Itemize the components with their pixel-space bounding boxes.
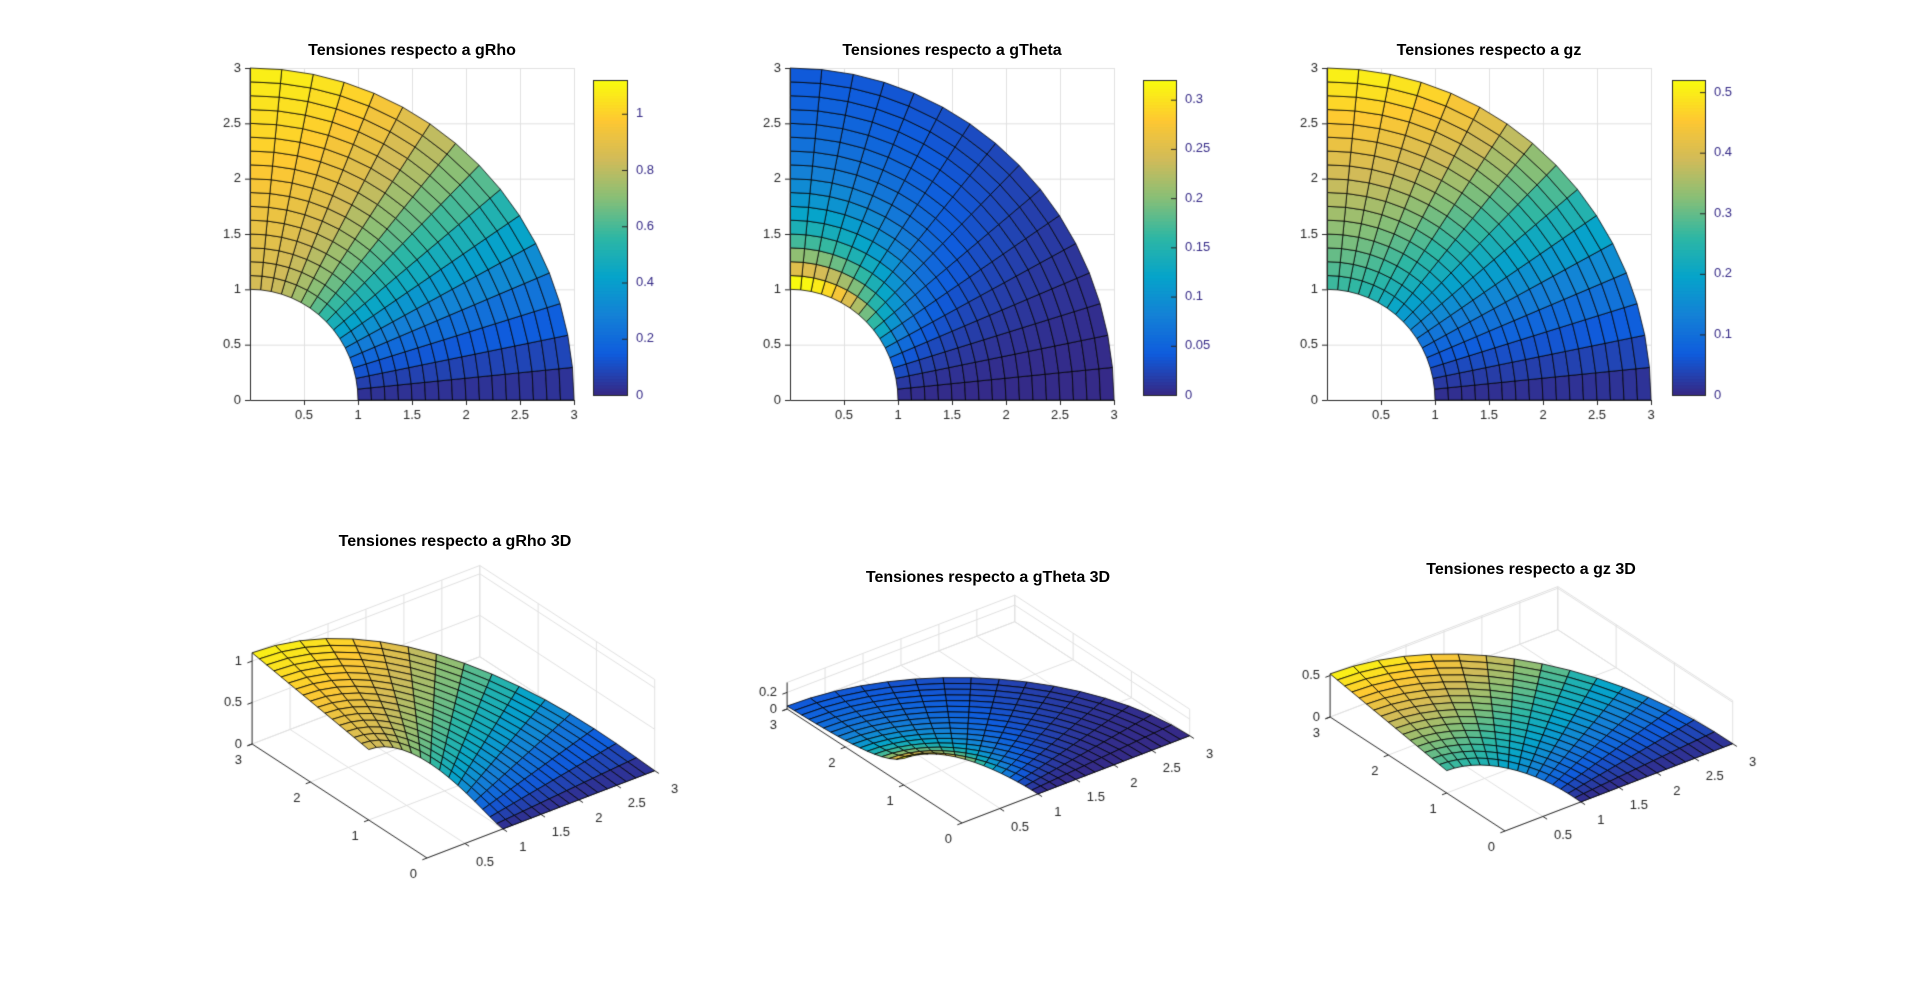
subplot-gz-2d: Tensiones respecto a gz [1245, 30, 1785, 445]
gz-2d-title: Tensiones respecto a gz [1396, 42, 1582, 59]
grho-2d-title: Tensiones respecto a gRho [308, 42, 516, 59]
grho-2d-canvas [150, 30, 690, 445]
subplot-grho-2d: Tensiones respecto a gRho [150, 30, 690, 445]
subplot-grho-3d: Tensiones respecto a gRho 3D [170, 475, 720, 945]
subplot-gtheta-3d: Tensiones respecto a gTheta 3D [720, 475, 1270, 945]
gtheta-2d-canvas [700, 30, 1240, 445]
gtheta-3d-canvas [720, 475, 1270, 945]
gz-3d-title: Tensiones respecto a gz 3D [1426, 561, 1636, 578]
grho-3d-title: Tensiones respecto a gRho 3D [338, 533, 572, 550]
gtheta-2d-title: Tensiones respecto a gTheta [842, 42, 1062, 59]
subplot-gz-3d: Tensiones respecto a gz 3D [1270, 475, 1820, 945]
gz-3d-canvas [1270, 475, 1820, 945]
subplot-gtheta-2d: Tensiones respecto a gTheta [700, 30, 1240, 445]
grho-3d-canvas [170, 475, 720, 945]
gz-2d-canvas [1245, 30, 1785, 445]
gtheta-3d-title: Tensiones respecto a gTheta 3D [865, 569, 1111, 586]
